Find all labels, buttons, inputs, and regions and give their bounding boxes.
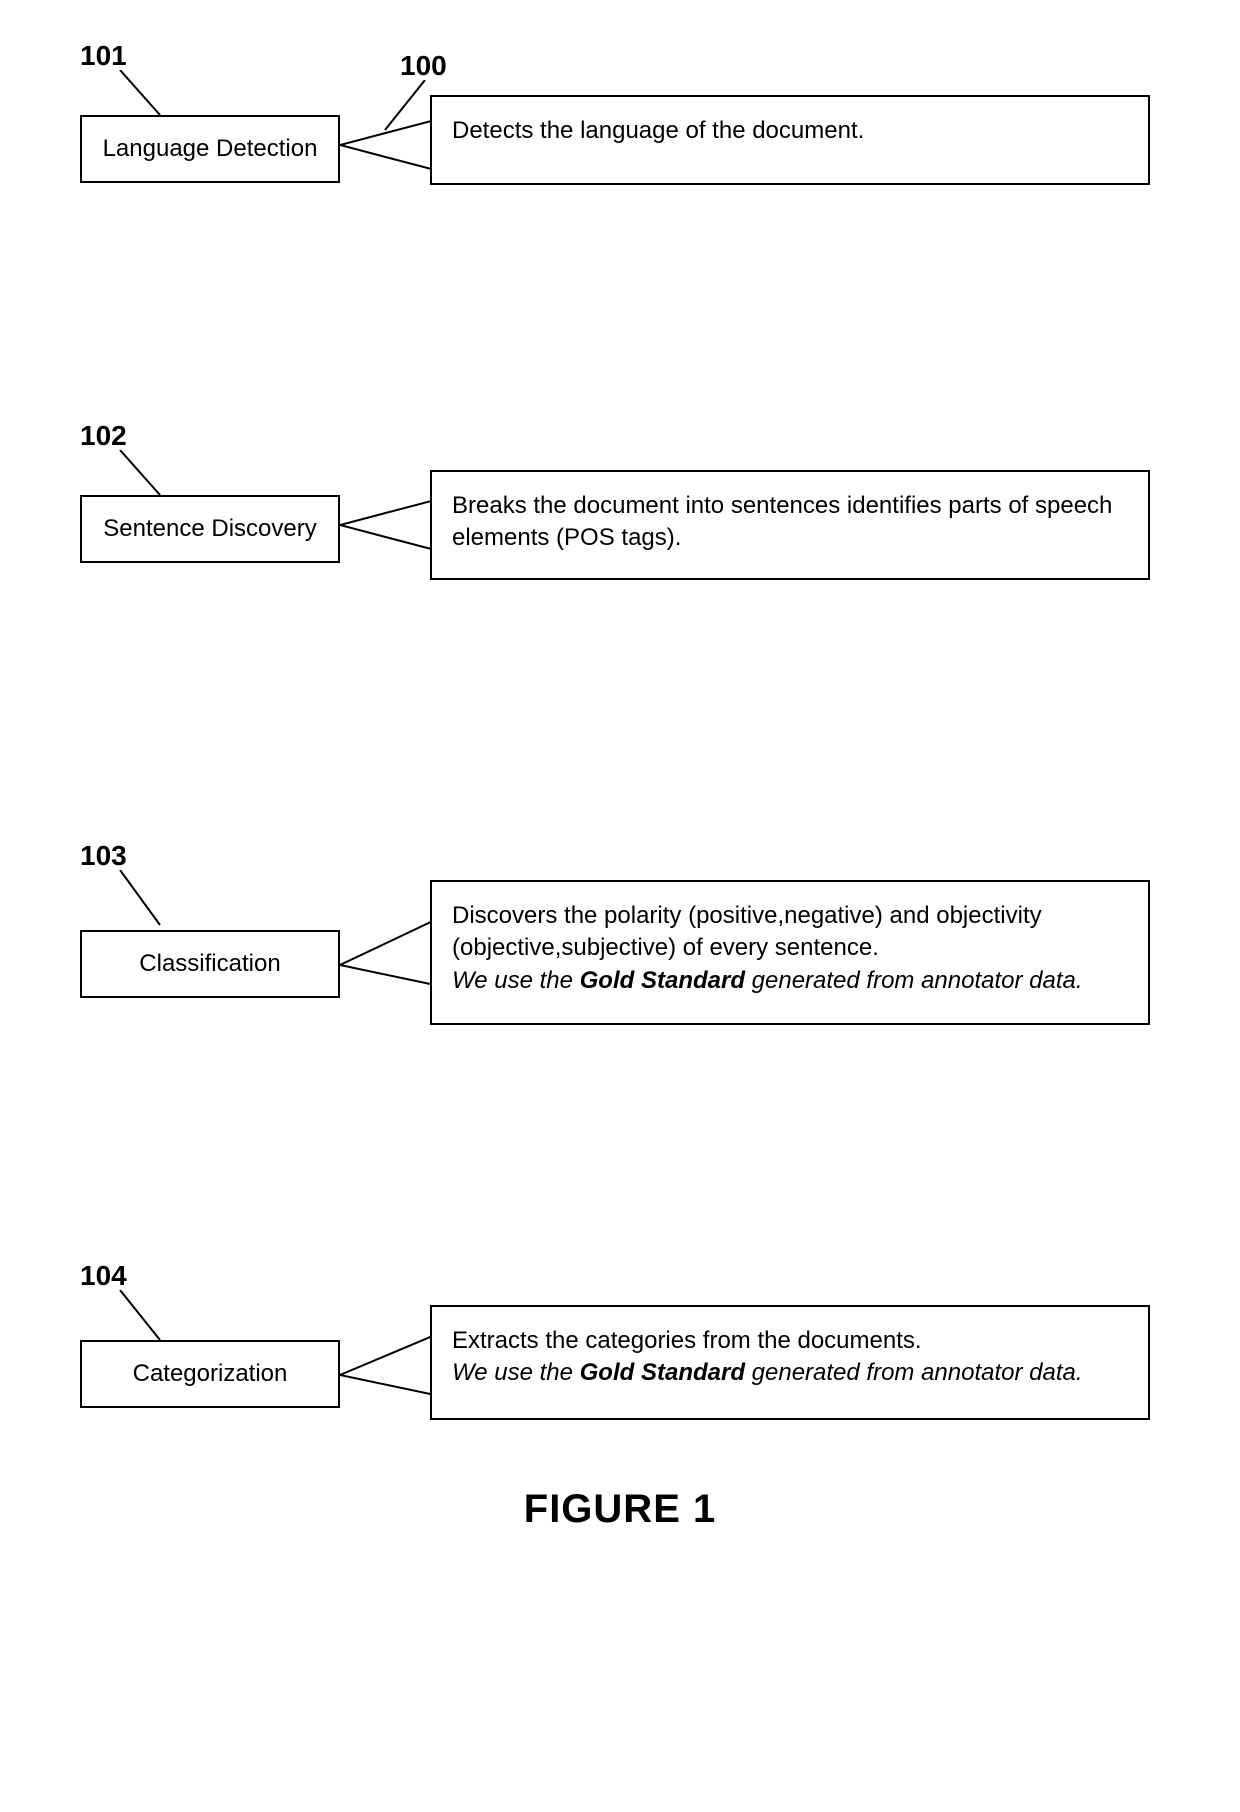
step-box-categorization: Categorization (80, 1340, 340, 1408)
callout-1: Detects the language of the document. (430, 95, 1150, 185)
row-3: 103 Classification Discovers the polarit… (80, 860, 1160, 1020)
callout-4-italic-suffix: generated from annotator data. (745, 1359, 1083, 1386)
ref-104: 104 (80, 1260, 127, 1292)
callout-3-text: Discovers the polarity (positive,negativ… (452, 902, 1042, 961)
ref-101-lead (100, 70, 170, 120)
callout-pointer-2 (340, 495, 440, 565)
step-box-sentence-discovery: Sentence Discovery (80, 495, 340, 563)
callout-4: Extracts the categories from the documen… (430, 1305, 1150, 1420)
row-2: 102 Sentence Discovery Breaks the docume… (80, 440, 1160, 600)
ref-102-lead (100, 450, 170, 500)
row-4: 104 Categorization Extracts the categori… (80, 1280, 1160, 1440)
ref-103-lead (100, 870, 170, 930)
figure-label: FIGURE 1 (524, 1487, 716, 1532)
callout-3: Discovers the polarity (positive,negativ… (430, 880, 1150, 1025)
ref-104-lead (100, 1290, 170, 1345)
callout-4-text: Extracts the categories from the documen… (452, 1327, 922, 1354)
callout-1-text: Detects the language of the document. (452, 117, 864, 144)
callout-3-italic-suffix: generated from annotator data. (745, 967, 1083, 994)
row-1: 101 Language Detection Detects the langu… (80, 60, 1160, 220)
pipeline-diagram: 100 101 Language Detection Detects the l… (80, 60, 1160, 1260)
callout-4-italic-prefix: We use the (452, 1359, 580, 1386)
callout-pointer-1 (340, 115, 440, 185)
callout-3-italic-prefix: We use the (452, 967, 580, 994)
ref-102: 102 (80, 420, 127, 452)
callout-pointer-3 (340, 915, 440, 995)
ref-101: 101 (80, 40, 127, 72)
callout-2: Breaks the document into sentences ident… (430, 470, 1150, 580)
callout-2-text: Breaks the document into sentences ident… (452, 492, 1112, 551)
callout-pointer-4 (340, 1330, 440, 1405)
ref-103: 103 (80, 840, 127, 872)
step-box-language-detection: Language Detection (80, 115, 340, 183)
callout-4-bold: Gold Standard (580, 1359, 745, 1386)
step-box-classification: Classification (80, 930, 340, 998)
callout-3-bold: Gold Standard (580, 967, 745, 994)
